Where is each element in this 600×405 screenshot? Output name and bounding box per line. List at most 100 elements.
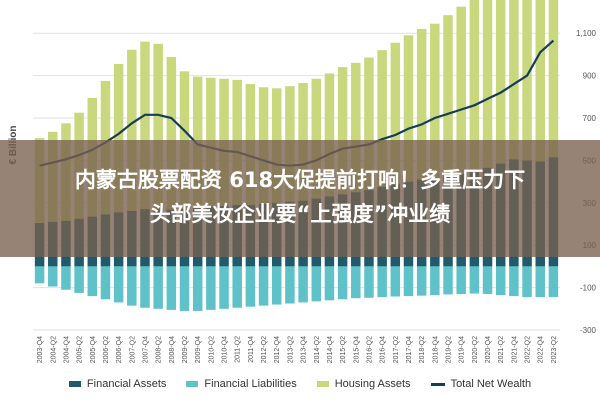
- x-tick-label: 2022-Q4: [538, 336, 545, 363]
- bar-financial-liabilities: [285, 266, 295, 304]
- legend-label-financial-assets: Financial Assets: [86, 378, 167, 390]
- bar-housing-assets: [456, 6, 466, 175]
- x-tick-label: 2004-Q2: [50, 336, 57, 363]
- bar-financial-liabilities: [34, 266, 45, 284]
- bar-housing-assets: [548, 0, 559, 158]
- bar-financial-liabilities: [298, 266, 308, 303]
- x-tick-label: 2015-Q4: [353, 336, 360, 363]
- x-tick-label: 2010-Q4: [222, 336, 229, 363]
- bar-financial-liabilities: [416, 266, 427, 296]
- x-tick-label: 2005-Q2: [77, 336, 84, 363]
- bar-financial-liabilities: [113, 266, 124, 303]
- bar-housing-assets: [140, 41, 150, 210]
- bar-housing-assets: [443, 15, 453, 177]
- bar-financial-liabilities: [509, 266, 519, 297]
- bar-financial-liabilities: [271, 266, 282, 305]
- legend-swatch-total-net-wealth: [430, 382, 445, 386]
- headline: 内蒙古股票配资 618大促提前打响！多重压力下 头部美妆企业要“上强度”冲业绩: [12, 163, 588, 231]
- bar-financial-liabilities: [179, 266, 190, 311]
- legend-item-housing-assets: Housing Assets: [316, 378, 411, 390]
- bar-housing-assets: [482, 0, 493, 168]
- bar-housing-assets: [337, 67, 348, 195]
- bar-financial-liabilities: [337, 266, 348, 300]
- x-tick-label: 2018-Q4: [432, 336, 439, 363]
- bar-financial-liabilities: [258, 266, 269, 306]
- bar-housing-assets: [364, 57, 374, 191]
- bar-housing-assets: [153, 43, 163, 210]
- legend-label-total-net-wealth: Total Net Wealth: [450, 378, 532, 390]
- legend-item-financial-assets: Financial Assets: [68, 378, 167, 390]
- bar-financial-liabilities: [522, 266, 532, 298]
- bar-financial-liabilities: [192, 266, 203, 311]
- x-tick-label: 2015-Q2: [340, 336, 347, 363]
- x-tick-label: 2006-Q4: [116, 336, 123, 363]
- bar-housing-assets: [535, 0, 545, 162]
- bar-financial-liabilities: [403, 266, 414, 297]
- bar-financial-liabilities: [495, 266, 506, 296]
- x-tick-label: 2012-Q2: [261, 336, 268, 363]
- headline-line-1: 内蒙古股票配资 618大促提前打响！多重压力下: [74, 168, 526, 192]
- bar-housing-assets: [113, 63, 124, 213]
- x-tick-label: 2014-Q2: [314, 336, 321, 363]
- legend-item-financial-liabilities: Financial Liabilities: [186, 378, 297, 390]
- bar-financial-liabilities: [390, 266, 401, 297]
- bar-financial-liabilities: [324, 266, 335, 301]
- bar-housing-assets: [403, 35, 414, 182]
- x-tick-label: 2014-Q4: [327, 336, 334, 363]
- bar-housing-assets: [495, 0, 506, 164]
- y-tick-label: 700: [583, 114, 597, 123]
- x-tick-label: 2016-Q4: [380, 336, 387, 363]
- x-tick-label: 2007-Q2: [129, 336, 136, 363]
- bar-financial-liabilities: [311, 266, 322, 302]
- x-tick-label: 2017-Q2: [393, 336, 400, 363]
- legend-item-total-net-wealth: Total Net Wealth: [430, 378, 532, 390]
- x-tick-label: 2019-Q2: [446, 336, 453, 363]
- bar-housing-assets: [324, 73, 335, 197]
- bar-housing-assets: [127, 49, 137, 211]
- bar-financial-liabilities: [140, 266, 150, 308]
- bar-financial-liabilities: [364, 266, 374, 298]
- x-tick-label: 2007-Q4: [143, 336, 150, 363]
- bar-housing-assets: [430, 23, 440, 179]
- bar-financial-liabilities: [377, 266, 387, 298]
- bar-financial-liabilities: [430, 266, 440, 296]
- y-tick-label: -100: [580, 284, 597, 293]
- bar-financial-liabilities: [61, 266, 71, 290]
- x-tick-label: 2022-Q2: [525, 336, 532, 363]
- y-tick-label: -300: [580, 326, 597, 335]
- x-tick-label: 2013-Q2: [287, 336, 294, 363]
- x-tick-label: 2020-Q2: [472, 336, 479, 363]
- y-tick-label: 900: [583, 72, 597, 81]
- headline-band: [0, 140, 600, 257]
- x-tick-label: 2011-Q2: [235, 336, 242, 363]
- bar-financial-liabilities: [206, 266, 216, 310]
- bar-financial-liabilities: [48, 266, 58, 287]
- bar-financial-liabilities: [100, 266, 111, 300]
- bar-financial-liabilities: [219, 266, 229, 309]
- bar-housing-assets: [509, 0, 519, 160]
- x-tick-label: 2009-Q4: [195, 336, 202, 363]
- legend-swatch-housing-assets: [316, 381, 329, 387]
- x-tick-label: 2003-Q4: [37, 336, 44, 363]
- bar-housing-assets: [166, 56, 177, 210]
- x-tick-label: 2004-Q4: [63, 336, 70, 363]
- x-tick-label: 2023-Q2: [551, 336, 558, 363]
- bar-financial-liabilities: [153, 266, 163, 309]
- x-tick-label: 2017-Q4: [406, 336, 413, 363]
- bar-housing-assets: [377, 50, 387, 187]
- bar-housing-assets: [390, 42, 401, 184]
- x-tick-label: 2013-Q4: [301, 336, 308, 363]
- bar-financial-liabilities: [87, 266, 98, 297]
- bar-financial-liabilities: [548, 266, 559, 298]
- legend: Financial Assets Financial Liabilities H…: [0, 374, 600, 394]
- x-tick-label: 2005-Q4: [90, 336, 97, 363]
- legend-swatch-financial-liabilities: [186, 381, 199, 387]
- x-tick-label: 2009-Q2: [182, 336, 189, 363]
- x-tick-label: 2010-Q2: [208, 336, 215, 363]
- x-tick-label: 2019-Q4: [459, 336, 466, 363]
- bar-housing-assets: [469, 0, 480, 173]
- bar-financial-liabilities: [245, 266, 256, 307]
- bar-financial-liabilities: [469, 266, 480, 294]
- bar-housing-assets: [416, 28, 427, 180]
- x-tick-label: 2018-Q2: [419, 336, 426, 363]
